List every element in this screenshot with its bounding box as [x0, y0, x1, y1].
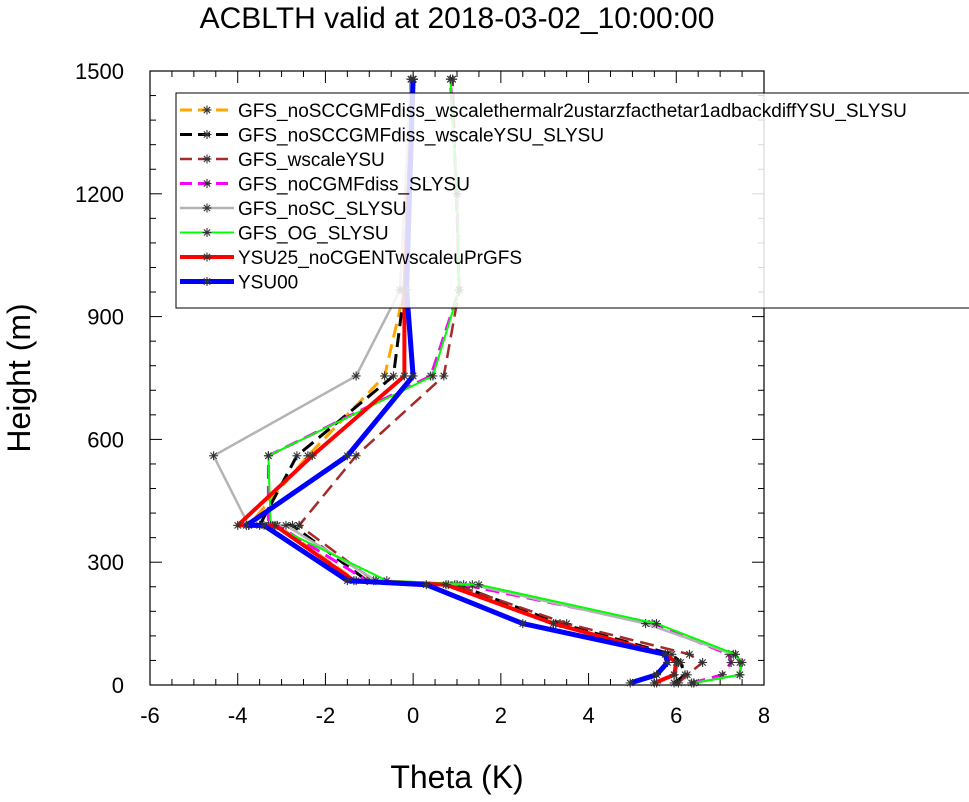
data-point — [652, 670, 662, 680]
x-axis-label: Theta (K) — [390, 759, 523, 795]
data-point — [660, 649, 670, 659]
data-point — [625, 678, 635, 688]
data-point — [270, 520, 280, 530]
data-point — [202, 277, 212, 286]
data-point — [351, 371, 361, 381]
x-tick-label: 4 — [582, 703, 594, 728]
data-point — [730, 649, 740, 659]
data-point — [682, 670, 692, 680]
y-tick-label: 300 — [87, 550, 124, 575]
data-point — [202, 130, 212, 139]
legend-label-5: GFS_OG_SLYSU — [238, 224, 389, 245]
data-point — [388, 371, 398, 381]
y-tick-label: 0 — [112, 673, 124, 698]
y-tick-label: 600 — [87, 427, 124, 452]
data-point — [671, 657, 681, 667]
x-tick-label: 2 — [495, 703, 507, 728]
x-tick-label: -4 — [228, 703, 248, 728]
data-point — [474, 580, 484, 590]
legend-label-1: GFS_noSCCGMFdiss_wscaleYSU_SLYSU — [238, 126, 604, 147]
data-point — [342, 451, 352, 461]
data-point — [307, 451, 317, 461]
data-point — [202, 179, 212, 188]
x-tick-label: -6 — [140, 703, 160, 728]
data-point — [281, 520, 291, 530]
data-point — [209, 451, 219, 461]
legend-label-4: GFS_noSC_SLYSU — [238, 199, 407, 220]
data-point — [292, 451, 302, 461]
x-tick-label: 8 — [758, 703, 770, 728]
data-point — [548, 619, 558, 629]
data-point — [684, 649, 694, 659]
x-tick-label: 0 — [407, 703, 419, 728]
y-tick-label: 1500 — [75, 59, 124, 84]
data-point — [202, 203, 212, 213]
legend: GFS_noSCCGMFdiss_wscalethermalr2ustarzfa… — [175, 92, 969, 309]
data-point — [202, 154, 212, 164]
data-point — [439, 371, 449, 381]
data-point — [233, 520, 243, 530]
y-tick-label: 1200 — [75, 182, 124, 207]
legend-box — [175, 92, 969, 309]
data-point — [441, 580, 451, 590]
data-point — [737, 657, 747, 667]
data-point — [698, 657, 708, 667]
data-point — [669, 670, 679, 680]
data-point — [663, 657, 673, 667]
legend-label-3: GFS_noCGMFdiss_SLYSU — [238, 175, 470, 196]
x-tick-label: 6 — [670, 703, 682, 728]
chart-title: ACBLTH valid at 2018-03-02_10:00:00 — [200, 2, 715, 35]
legend-label-2: GFS_wscaleYSU — [238, 150, 385, 171]
legend-label-0: GFS_noSCCGMFdiss_wscalethermalr2ustarzfa… — [238, 101, 907, 122]
data-point — [294, 520, 304, 530]
data-point — [351, 451, 361, 461]
data-point — [408, 74, 418, 84]
y-tick-label: 900 — [87, 305, 124, 330]
data-point — [652, 619, 662, 629]
data-point — [202, 105, 212, 115]
x-tick-label: -2 — [316, 703, 336, 728]
legend-label-6: YSU25_noCGENTwscaleuPrGFS — [238, 248, 522, 269]
data-point — [445, 74, 455, 84]
data-point — [408, 371, 418, 381]
data-point — [428, 371, 438, 381]
y-axis-label: Height (m) — [1, 303, 37, 452]
data-point — [380, 371, 390, 381]
axis-ticks: -6 -4 -2 0 2 4 6 8 0 300 600 900 1200 1500 — [75, 59, 770, 728]
data-point — [689, 678, 699, 688]
legend-label-7: YSU00 — [238, 273, 298, 294]
data-point — [263, 451, 273, 461]
data-point — [259, 520, 269, 530]
data-point — [649, 678, 659, 688]
data-point — [518, 619, 528, 629]
data-point — [342, 576, 352, 586]
data-point — [399, 371, 409, 381]
data-point — [202, 252, 212, 262]
data-point — [735, 670, 745, 680]
data-point — [673, 678, 683, 688]
data-point — [202, 228, 212, 237]
data-point — [726, 657, 736, 667]
data-point — [421, 580, 431, 590]
data-point — [241, 520, 251, 530]
